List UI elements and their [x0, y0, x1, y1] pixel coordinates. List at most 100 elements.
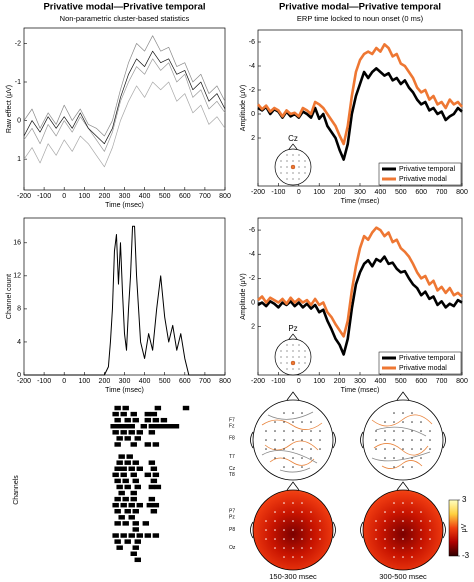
legend-label: Privative modal [399, 176, 447, 183]
topomap-electrode [384, 448, 386, 450]
topomap-electrode [411, 421, 413, 423]
topomap-electrode [283, 502, 285, 504]
colorbar-label: μV [461, 523, 468, 532]
series-line [23, 50, 226, 145]
cluster-cell [122, 496, 129, 502]
x-tick-label: 600 [415, 189, 427, 196]
topomap-electrode [375, 430, 377, 432]
cluster-cell [116, 424, 123, 429]
inset-electrode [286, 350, 288, 352]
x-tick-label: 700 [199, 378, 211, 385]
topomap-electrode [384, 457, 386, 459]
y-tick-label: 1 [17, 156, 21, 163]
inset-electrode [286, 368, 288, 370]
topomap-electrode [292, 448, 294, 450]
topomap-electrode [384, 430, 386, 432]
legend-box [378, 162, 462, 186]
topomap-electrode [375, 529, 377, 531]
topomap-electrode [411, 439, 413, 441]
topomap-electrode [393, 412, 395, 414]
topomap-electrode [283, 421, 285, 423]
topomap-electrode [301, 421, 303, 423]
series-line [257, 43, 463, 146]
channel-label: F8 [229, 436, 235, 442]
y-tick-label: 0 [17, 372, 21, 379]
x-axis-label: Time (msec) [105, 202, 144, 209]
cluster-cell [140, 424, 148, 429]
cluster-cell [130, 551, 137, 556]
topomap-electrode [411, 529, 413, 531]
cluster-cell [124, 484, 131, 490]
topomap-electrode [292, 556, 294, 558]
topomap-electrode [319, 529, 321, 531]
cluster-cell [130, 490, 137, 496]
topomap-electrode [301, 538, 303, 540]
colorbar-tick-label: -3 [462, 551, 470, 560]
cluster-cell [114, 509, 121, 514]
x-tick-label: -100 [271, 189, 285, 196]
inset-electrode [298, 178, 300, 180]
y-axis-label: Channels [13, 475, 20, 505]
cluster-cell [136, 466, 143, 471]
inset-electrode [304, 362, 306, 364]
cluster-cell [172, 424, 180, 429]
topomap-electrode [375, 538, 377, 540]
y-tick-label: -4 [249, 63, 255, 70]
channel-label: T8 [229, 472, 235, 478]
topomap-electrode [283, 529, 285, 531]
series-line [257, 255, 463, 356]
plot-frame [23, 217, 226, 376]
topomap-electrode [283, 412, 285, 414]
topomap-electrode [283, 547, 285, 549]
y-tick-label: -6 [249, 227, 255, 234]
topomap-electrode [393, 421, 395, 423]
topomap-electrode [420, 430, 422, 432]
topomap-electrode [274, 529, 276, 531]
cluster-cell [130, 472, 137, 478]
channel-label: P8 [229, 527, 235, 533]
topomap-electrode [411, 430, 413, 432]
topomap-electrode [393, 466, 395, 468]
topomap-electrode [292, 412, 294, 414]
cluster-cell [148, 484, 156, 490]
inset-electrode [286, 166, 288, 168]
cluster-cell [124, 539, 131, 544]
topomap-electrode [292, 529, 294, 531]
topomap-electrode [402, 412, 404, 414]
topomap-electrode [420, 457, 422, 459]
x-tick-label: 800 [456, 378, 468, 385]
cluster-cell [118, 515, 125, 520]
cluster-cell [114, 442, 121, 447]
cluster-cell [132, 460, 139, 465]
cluster-cell [112, 502, 119, 508]
topomap-electrode [420, 520, 422, 522]
cluster-cell [124, 509, 131, 514]
cluster-cell [182, 405, 190, 411]
cluster-cell [136, 502, 143, 508]
cluster-cell [114, 478, 121, 484]
topomap-electrode [393, 457, 395, 459]
x-tick-label: -200 [17, 193, 31, 200]
x-tick-label: 600 [415, 378, 427, 385]
topomap-electrode [375, 439, 377, 441]
topomap-electrode [319, 538, 321, 540]
cluster-cell [118, 454, 125, 459]
topomap-electrode [319, 448, 321, 450]
topomap-electrode [274, 520, 276, 522]
y-tick-label: -2 [249, 87, 255, 94]
topomap-electrode [402, 529, 404, 531]
cluster-cell [146, 502, 154, 508]
inset-nose [288, 333, 298, 340]
inset-electrode [286, 154, 288, 156]
cluster-cell [136, 533, 143, 538]
x-tick-label: 200 [99, 378, 111, 385]
topomap-electrode [411, 412, 413, 414]
chart-title: Privative modal—Privative temporal [279, 2, 441, 13]
topomap-electrode [310, 529, 312, 531]
cluster-cell [118, 490, 125, 496]
chart-title: Privative modal—Privative temporal [43, 2, 205, 13]
electrode-inset: Pz [274, 324, 312, 376]
topomap-electrode [420, 448, 422, 450]
y-tick-label: -6 [249, 39, 255, 46]
topomap-electrode [310, 430, 312, 432]
